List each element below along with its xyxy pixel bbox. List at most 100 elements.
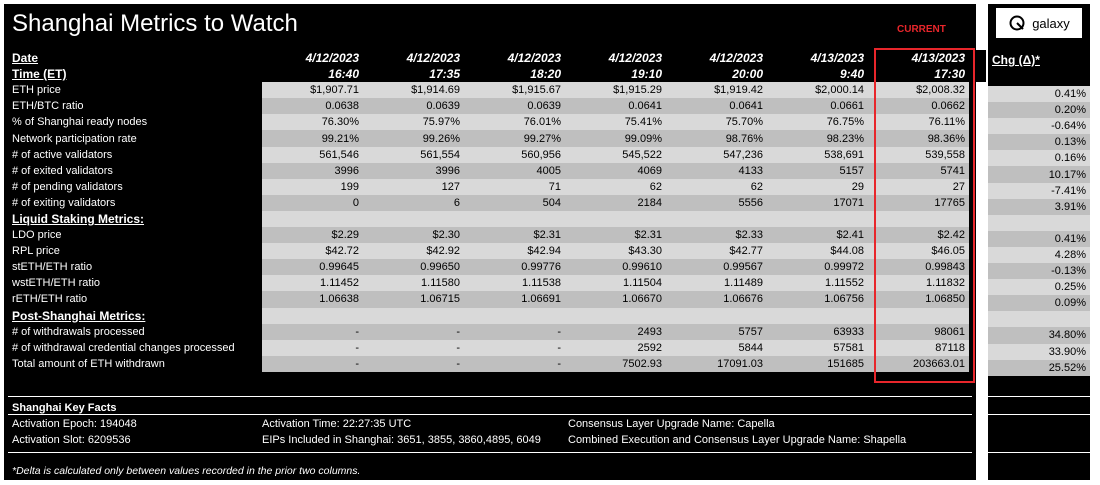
metric-value: 99.21% — [262, 130, 363, 147]
metric-value: 3996 — [363, 162, 464, 179]
blank-cell — [565, 307, 666, 324]
metric-label: Total amount of ETH withdrawn — [8, 355, 262, 372]
metric-value: $2.33 — [666, 227, 767, 244]
metric-value: $2,000.14 — [767, 82, 868, 99]
metric-value: 0.0639 — [363, 98, 464, 115]
metric-value: - — [363, 355, 464, 372]
metric-value: 0.0641 — [565, 98, 666, 115]
metrics-panel: Shanghai Metrics to Watch CURRENT Date 4… — [4, 4, 986, 480]
blank-cell — [767, 307, 868, 324]
metric-row: LDO price $2.29 $2.30 $2.31 $2.31 $2.33 $2.41 $… — [8, 227, 986, 244]
metric-value: 1.11832 — [868, 275, 969, 292]
change-value: 33.90% — [988, 343, 1090, 360]
divider — [8, 414, 972, 415]
metric-value: 5556 — [666, 194, 767, 211]
time-cell: 17:30 — [868, 66, 969, 83]
metric-value: $2.41 — [767, 227, 868, 244]
metric-value: 0.99567 — [666, 259, 767, 276]
metric-value: $2.42 — [868, 227, 969, 244]
change-header: Chg (Δ)* — [992, 53, 1040, 67]
metric-value: 547,236 — [666, 146, 767, 163]
metric-value: 1.06676 — [666, 291, 767, 308]
metric-value: 76.30% — [262, 114, 363, 131]
metric-value: - — [363, 323, 464, 340]
change-value: 4.28% — [988, 246, 1090, 264]
metric-value: 0.99843 — [868, 259, 969, 276]
change-value: -7.41% — [988, 182, 1090, 199]
metric-value: 1.06756 — [767, 291, 868, 308]
metric-value: 545,522 — [565, 146, 666, 163]
metric-value: $42.77 — [666, 243, 767, 260]
metric-value: 0.99650 — [363, 259, 464, 276]
metric-value: 6 — [363, 194, 464, 211]
divider — [8, 396, 972, 397]
metric-row: wstETH/ETH ratio 1.11452 1.11580 1.11538 1.1… — [8, 275, 986, 292]
metric-label: LDO price — [8, 227, 262, 244]
section-row: Post-Shanghai Metrics: — [8, 307, 986, 324]
metric-label: % of Shanghai ready nodes — [8, 114, 262, 131]
change-value: -0.13% — [988, 263, 1090, 280]
metric-value: $2.31 — [565, 227, 666, 244]
metric-value: $1,915.29 — [565, 82, 666, 99]
metric-value: 17765 — [868, 194, 969, 211]
metric-row: RPL price $42.72 $42.92 $42.94 $43.30 $42.77 $… — [8, 243, 986, 260]
metric-value: $42.94 — [464, 243, 565, 260]
metric-row: # of withdrawal credential changes proce… — [8, 339, 986, 356]
metric-label: # of withdrawals processed — [8, 323, 262, 340]
metric-value: 4133 — [666, 162, 767, 179]
time-cell: 9:40 — [767, 66, 868, 83]
time-cell: 17:35 — [363, 66, 464, 83]
metric-value: 561,546 — [262, 146, 363, 163]
metric-value: 1.06670 — [565, 291, 666, 308]
metric-value: $1,914.69 — [363, 82, 464, 99]
metric-row: % of Shanghai ready nodes 76.30% 75.97% 76.… — [8, 114, 986, 131]
time-row: Time (ET) 16:40 17:35 18:20 19:10 20:00 … — [8, 66, 986, 83]
metric-value: 199 — [262, 178, 363, 195]
metric-value: 561,554 — [363, 146, 464, 163]
change-value: 0.09% — [988, 295, 1090, 312]
key-facts-title: Shanghai Key Facts — [12, 402, 117, 414]
metric-value: 5757 — [666, 323, 767, 340]
metric-value: 539,558 — [868, 146, 969, 163]
metric-value: 3996 — [262, 162, 363, 179]
metric-value: 0.0638 — [262, 98, 363, 115]
activation-epoch: Activation Epoch: 194048 — [12, 418, 137, 430]
blank-cell — [988, 311, 1090, 328]
metric-row: # of exited validators 3996 3996 4005 4069 41… — [8, 162, 986, 179]
metric-value: 63933 — [767, 323, 868, 340]
metric-row: # of exiting validators 0 6 504 2184 5556 1707… — [8, 194, 986, 211]
metric-value: 71 — [464, 178, 565, 195]
metric-value: - — [262, 339, 363, 356]
metric-label: stETH/ETH ratio — [8, 259, 262, 276]
metric-row: # of active validators 561,546 561,554 560,… — [8, 146, 986, 163]
metric-value: 7502.93 — [565, 355, 666, 372]
metric-row: # of withdrawals processed - - -2493 5757 639… — [8, 323, 986, 340]
metric-value: 0.99610 — [565, 259, 666, 276]
blank-cell — [868, 210, 969, 228]
change-value: 0.41% — [988, 230, 1090, 247]
metric-value: 0 — [262, 194, 363, 211]
blank-cell — [565, 210, 666, 228]
metric-value: $1,919.42 — [666, 82, 767, 99]
metric-value: 75.97% — [363, 114, 464, 131]
metric-value: 0.99972 — [767, 259, 868, 276]
metric-value: 504 — [464, 194, 565, 211]
metric-value: 538,691 — [767, 146, 868, 163]
metric-value: $42.72 — [262, 243, 363, 260]
metric-row: # of pending validators 199 127 71 62 62 29 27 — [8, 178, 986, 195]
time-cell: 20:00 — [666, 66, 767, 83]
date-cell: 4/12/2023 — [363, 50, 464, 67]
change-value: 3.91% — [988, 198, 1090, 215]
metric-value: 2184 — [565, 194, 666, 211]
metric-value: $2.31 — [464, 227, 565, 244]
change-value: -0.64% — [988, 118, 1090, 135]
date-cell: 4/12/2023 — [464, 50, 565, 67]
metric-value: 1.06715 — [363, 291, 464, 308]
metric-value: 99.26% — [363, 130, 464, 147]
metric-value: 1.11538 — [464, 275, 565, 292]
metric-value: 1.06638 — [262, 291, 363, 308]
metric-label: # of exiting validators — [8, 194, 262, 211]
metric-value: 57581 — [767, 339, 868, 356]
metric-label: # of pending validators — [8, 178, 262, 195]
metric-label: ETH/BTC ratio — [8, 98, 262, 115]
